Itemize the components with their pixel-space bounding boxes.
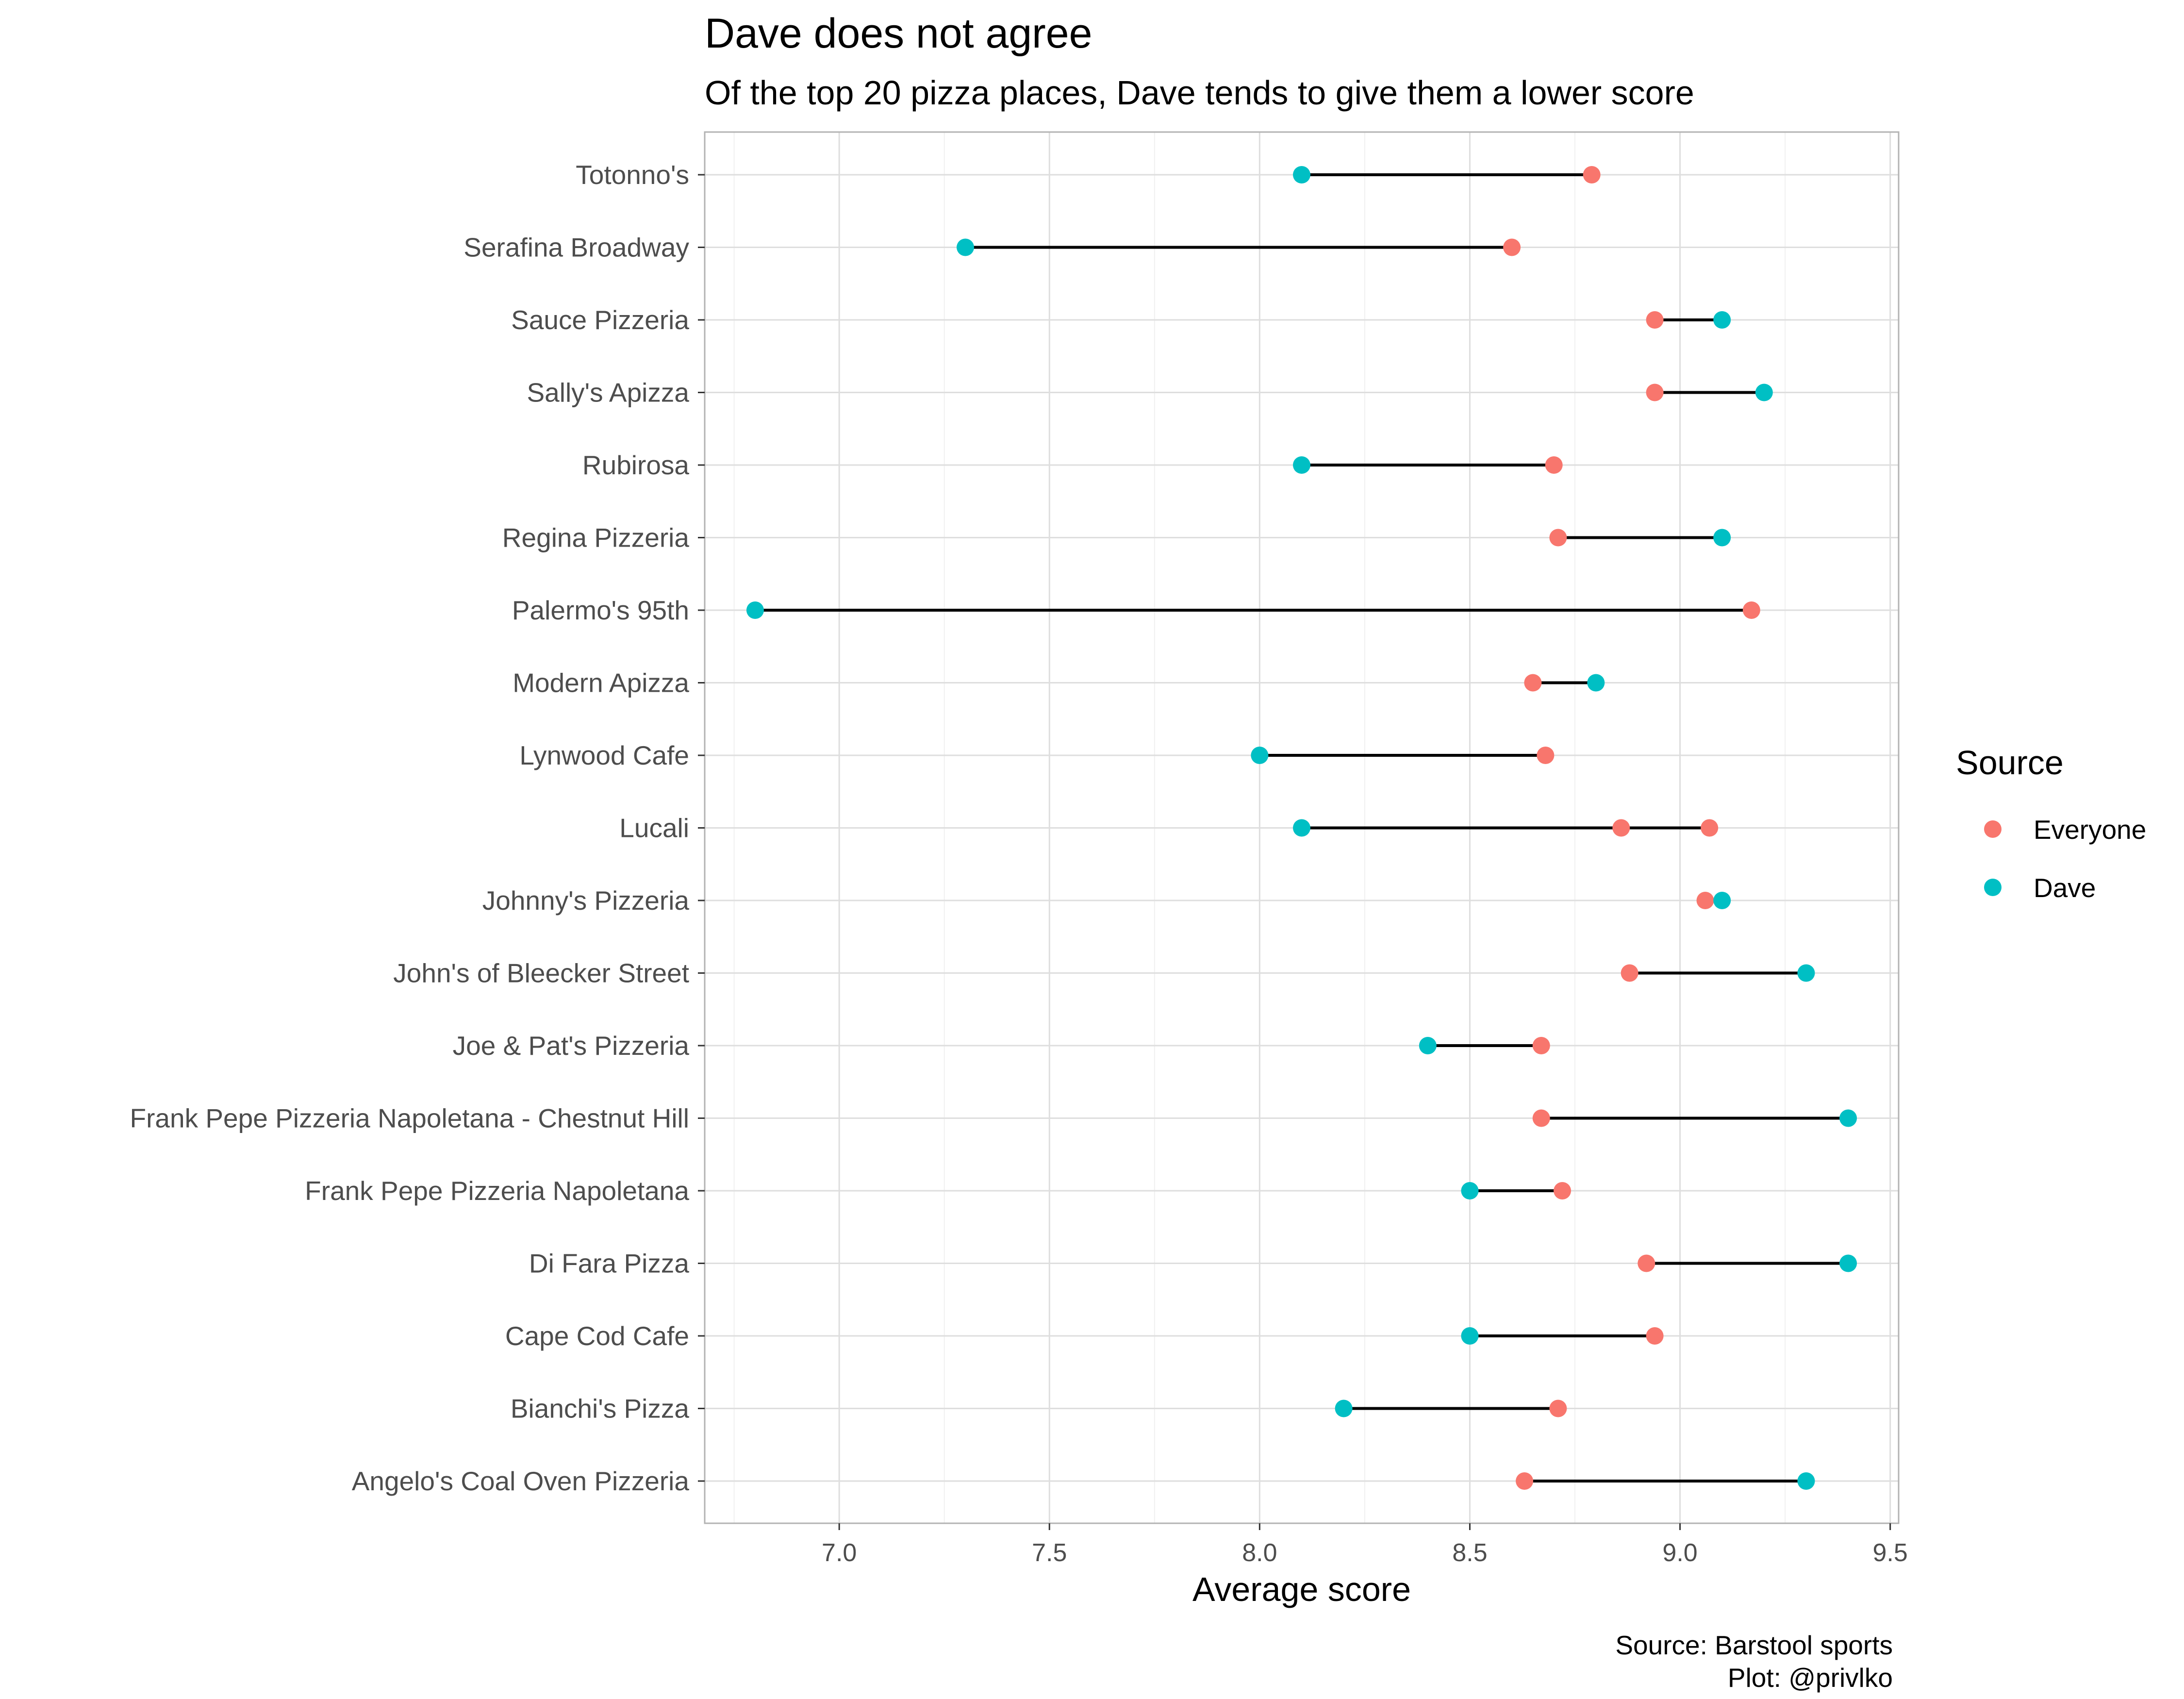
data-points — [746, 166, 1857, 1490]
point-dave-8-0 — [1251, 747, 1269, 764]
x-axis-tick-labels: 7.0 7.5 8.0 8.5 9.0 9.5 — [822, 1523, 1908, 1567]
point-everyone-18-0 — [1516, 1472, 1534, 1490]
point-dave-11-0 — [1797, 964, 1815, 982]
point-everyone-9-1 — [1701, 819, 1719, 837]
point-everyone-16-0 — [1646, 1327, 1664, 1345]
point-dave-18-0 — [1797, 1472, 1815, 1490]
y-tick-label-15: Di Fara Pizza — [529, 1249, 689, 1279]
legend-label-dave: Dave — [2034, 873, 2096, 903]
point-dave-9-0 — [1293, 819, 1310, 837]
point-dave-17-0 — [1335, 1399, 1353, 1417]
point-everyone-0-0 — [1583, 166, 1601, 183]
y-tick-label-13: Frank Pepe Pizzeria Napoletana - Chestnu… — [130, 1103, 689, 1133]
point-dave-10-0 — [1713, 892, 1731, 909]
point-dave-7-0 — [1587, 674, 1605, 692]
point-everyone-5-0 — [1549, 529, 1567, 547]
legend: Source Everyone Dave — [1956, 744, 2146, 903]
x-axis-title: Average score — [1192, 1570, 1411, 1608]
x-tick-label-0: 7.0 — [822, 1539, 857, 1567]
y-tick-label-2: Sauce Pizzeria — [511, 305, 689, 335]
point-everyone-6-0 — [1742, 601, 1760, 619]
x-tick-label-1: 7.5 — [1032, 1539, 1067, 1567]
point-dave-1-0 — [957, 238, 975, 256]
x-tick-label-4: 9.0 — [1662, 1539, 1697, 1567]
x-tick-label-3: 8.5 — [1452, 1539, 1487, 1567]
y-tick-label-4: Rubirosa — [582, 450, 690, 480]
point-dave-12-0 — [1419, 1037, 1437, 1054]
caption-plot-credit: Plot: @privlko — [1728, 1663, 1893, 1693]
x-tick-label-5: 9.5 — [1873, 1539, 1908, 1567]
point-dave-16-0 — [1461, 1327, 1479, 1345]
y-tick-label-11: John's of Bleecker Street — [393, 958, 689, 988]
point-everyone-4-0 — [1545, 456, 1563, 474]
y-tick-label-7: Modern Apizza — [513, 668, 689, 698]
y-tick-label-12: Joe & Pat's Pizzeria — [453, 1031, 690, 1061]
y-tick-label-0: Totonno's — [576, 160, 689, 190]
point-dave-13-0 — [1839, 1109, 1857, 1127]
legend-key-everyone — [1984, 820, 2002, 838]
point-everyone-13-0 — [1532, 1109, 1550, 1127]
point-everyone-10-0 — [1696, 892, 1714, 909]
point-dave-6-0 — [746, 601, 764, 619]
point-dave-14-0 — [1461, 1182, 1479, 1199]
y-tick-label-17: Bianchi's Pizza — [511, 1394, 690, 1424]
chart-title: Dave does not agree — [705, 10, 1092, 57]
chart-subtitle: Of the top 20 pizza places, Dave tends t… — [705, 74, 1694, 112]
legend-key-dave — [1984, 879, 2002, 896]
point-everyone-11-0 — [1621, 964, 1638, 982]
y-tick-label-9: Lucali — [619, 813, 689, 843]
point-everyone-17-0 — [1549, 1399, 1567, 1417]
y-tick-label-10: Johnny's Pizzeria — [482, 885, 690, 916]
point-everyone-8-0 — [1537, 747, 1555, 764]
y-tick-label-5: Regina Pizzeria — [502, 523, 690, 553]
point-everyone-15-0 — [1638, 1254, 1655, 1272]
y-tick-label-3: Sally's Apizza — [527, 378, 689, 408]
x-tick-label-2: 8.0 — [1242, 1539, 1277, 1567]
point-dave-15-0 — [1839, 1254, 1857, 1272]
point-dave-3-0 — [1755, 383, 1773, 401]
legend-title: Source — [1956, 744, 2064, 782]
point-dave-4-0 — [1293, 456, 1310, 474]
point-dave-5-0 — [1713, 529, 1731, 547]
point-everyone-9-0 — [1612, 819, 1630, 837]
point-everyone-2-0 — [1646, 311, 1664, 329]
y-tick-label-8: Lynwood Cafe — [519, 740, 689, 770]
point-everyone-1-0 — [1503, 238, 1521, 256]
point-dave-2-0 — [1713, 311, 1731, 329]
y-tick-label-6: Palermo's 95th — [512, 595, 689, 625]
y-tick-label-14: Frank Pepe Pizzeria Napoletana — [305, 1176, 689, 1206]
y-tick-label-16: Cape Cod Cafe — [505, 1321, 689, 1351]
y-tick-label-18: Angelo's Coal Oven Pizzeria — [352, 1466, 690, 1496]
dumbbell-segments — [755, 173, 1849, 1482]
legend-label-everyone: Everyone — [2034, 815, 2146, 845]
point-dave-0-0 — [1293, 166, 1310, 183]
point-everyone-7-0 — [1524, 674, 1542, 692]
point-everyone-12-0 — [1532, 1037, 1550, 1054]
y-axis-tick-labels: Totonno's Serafina Broadway Sauce Pizzeria… — [130, 160, 705, 1496]
point-everyone-3-0 — [1646, 383, 1664, 401]
point-everyone-14-0 — [1554, 1182, 1572, 1199]
y-tick-label-1: Serafina Broadway — [463, 233, 689, 263]
caption-source: Source: Barstool sports — [1615, 1630, 1893, 1660]
